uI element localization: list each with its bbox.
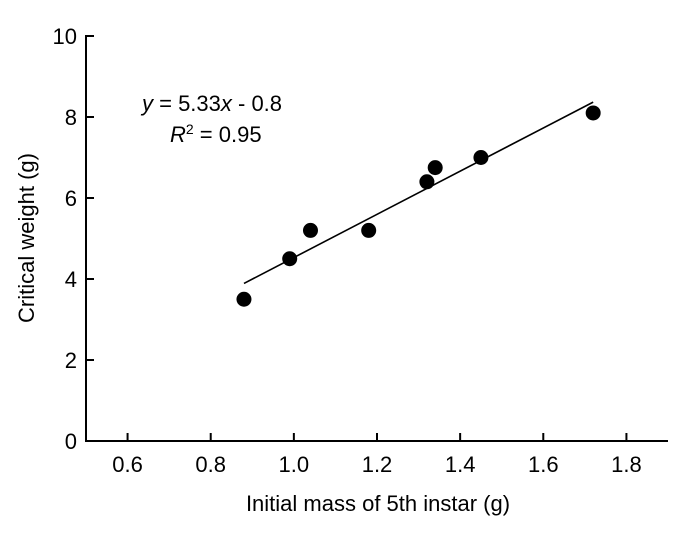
x-axis-title: Initial mass of 5th instar (g) [246, 491, 510, 516]
eq-x-var: x [220, 91, 233, 116]
regression-equation: y = 5.33x - 0.8 [140, 91, 282, 116]
data-point [427, 160, 443, 176]
y-tick-label: 6 [65, 186, 77, 211]
eq-coefficient: = 5.33 [153, 91, 221, 116]
x-ticks: 0.6 0.8 1.0 1.2 1.4 1.6 1.8 [112, 433, 642, 477]
y-tick-label: 4 [65, 267, 77, 292]
y-tick-label: 2 [65, 348, 77, 373]
data-points [236, 105, 601, 307]
data-point [236, 291, 252, 307]
data-point [419, 174, 435, 190]
regression [243, 101, 594, 285]
x-tick-label: 1.6 [528, 452, 559, 477]
r2-symbol: R [170, 122, 186, 147]
data-point [361, 222, 377, 238]
r-squared: R2 = 0.95 [170, 121, 262, 147]
r2-superscript: 2 [186, 121, 194, 137]
y-axis-title: Critical weight (g) [14, 153, 39, 323]
y-ticks: 0 2 4 6 8 10 [53, 24, 94, 454]
data-point [473, 150, 489, 165]
data-point [585, 105, 601, 121]
x-tick-label: 0.6 [112, 452, 143, 477]
x-tick-label: 1.2 [362, 452, 393, 477]
x-tick-label: 0.8 [195, 452, 226, 477]
eq-intercept: - 0.8 [232, 91, 282, 116]
regression-line [243, 101, 594, 285]
y-tick-label: 8 [65, 105, 77, 130]
y-tick-label: 0 [65, 429, 77, 454]
data-point [302, 222, 318, 238]
data-point [282, 251, 298, 267]
x-tick-label: 1.4 [445, 452, 476, 477]
eq-y-var: y [140, 91, 155, 116]
r2-value: = 0.95 [194, 122, 262, 147]
x-tick-label: 1.0 [279, 452, 310, 477]
y-tick-label: 10 [53, 24, 77, 49]
x-tick-label: 1.8 [611, 452, 642, 477]
